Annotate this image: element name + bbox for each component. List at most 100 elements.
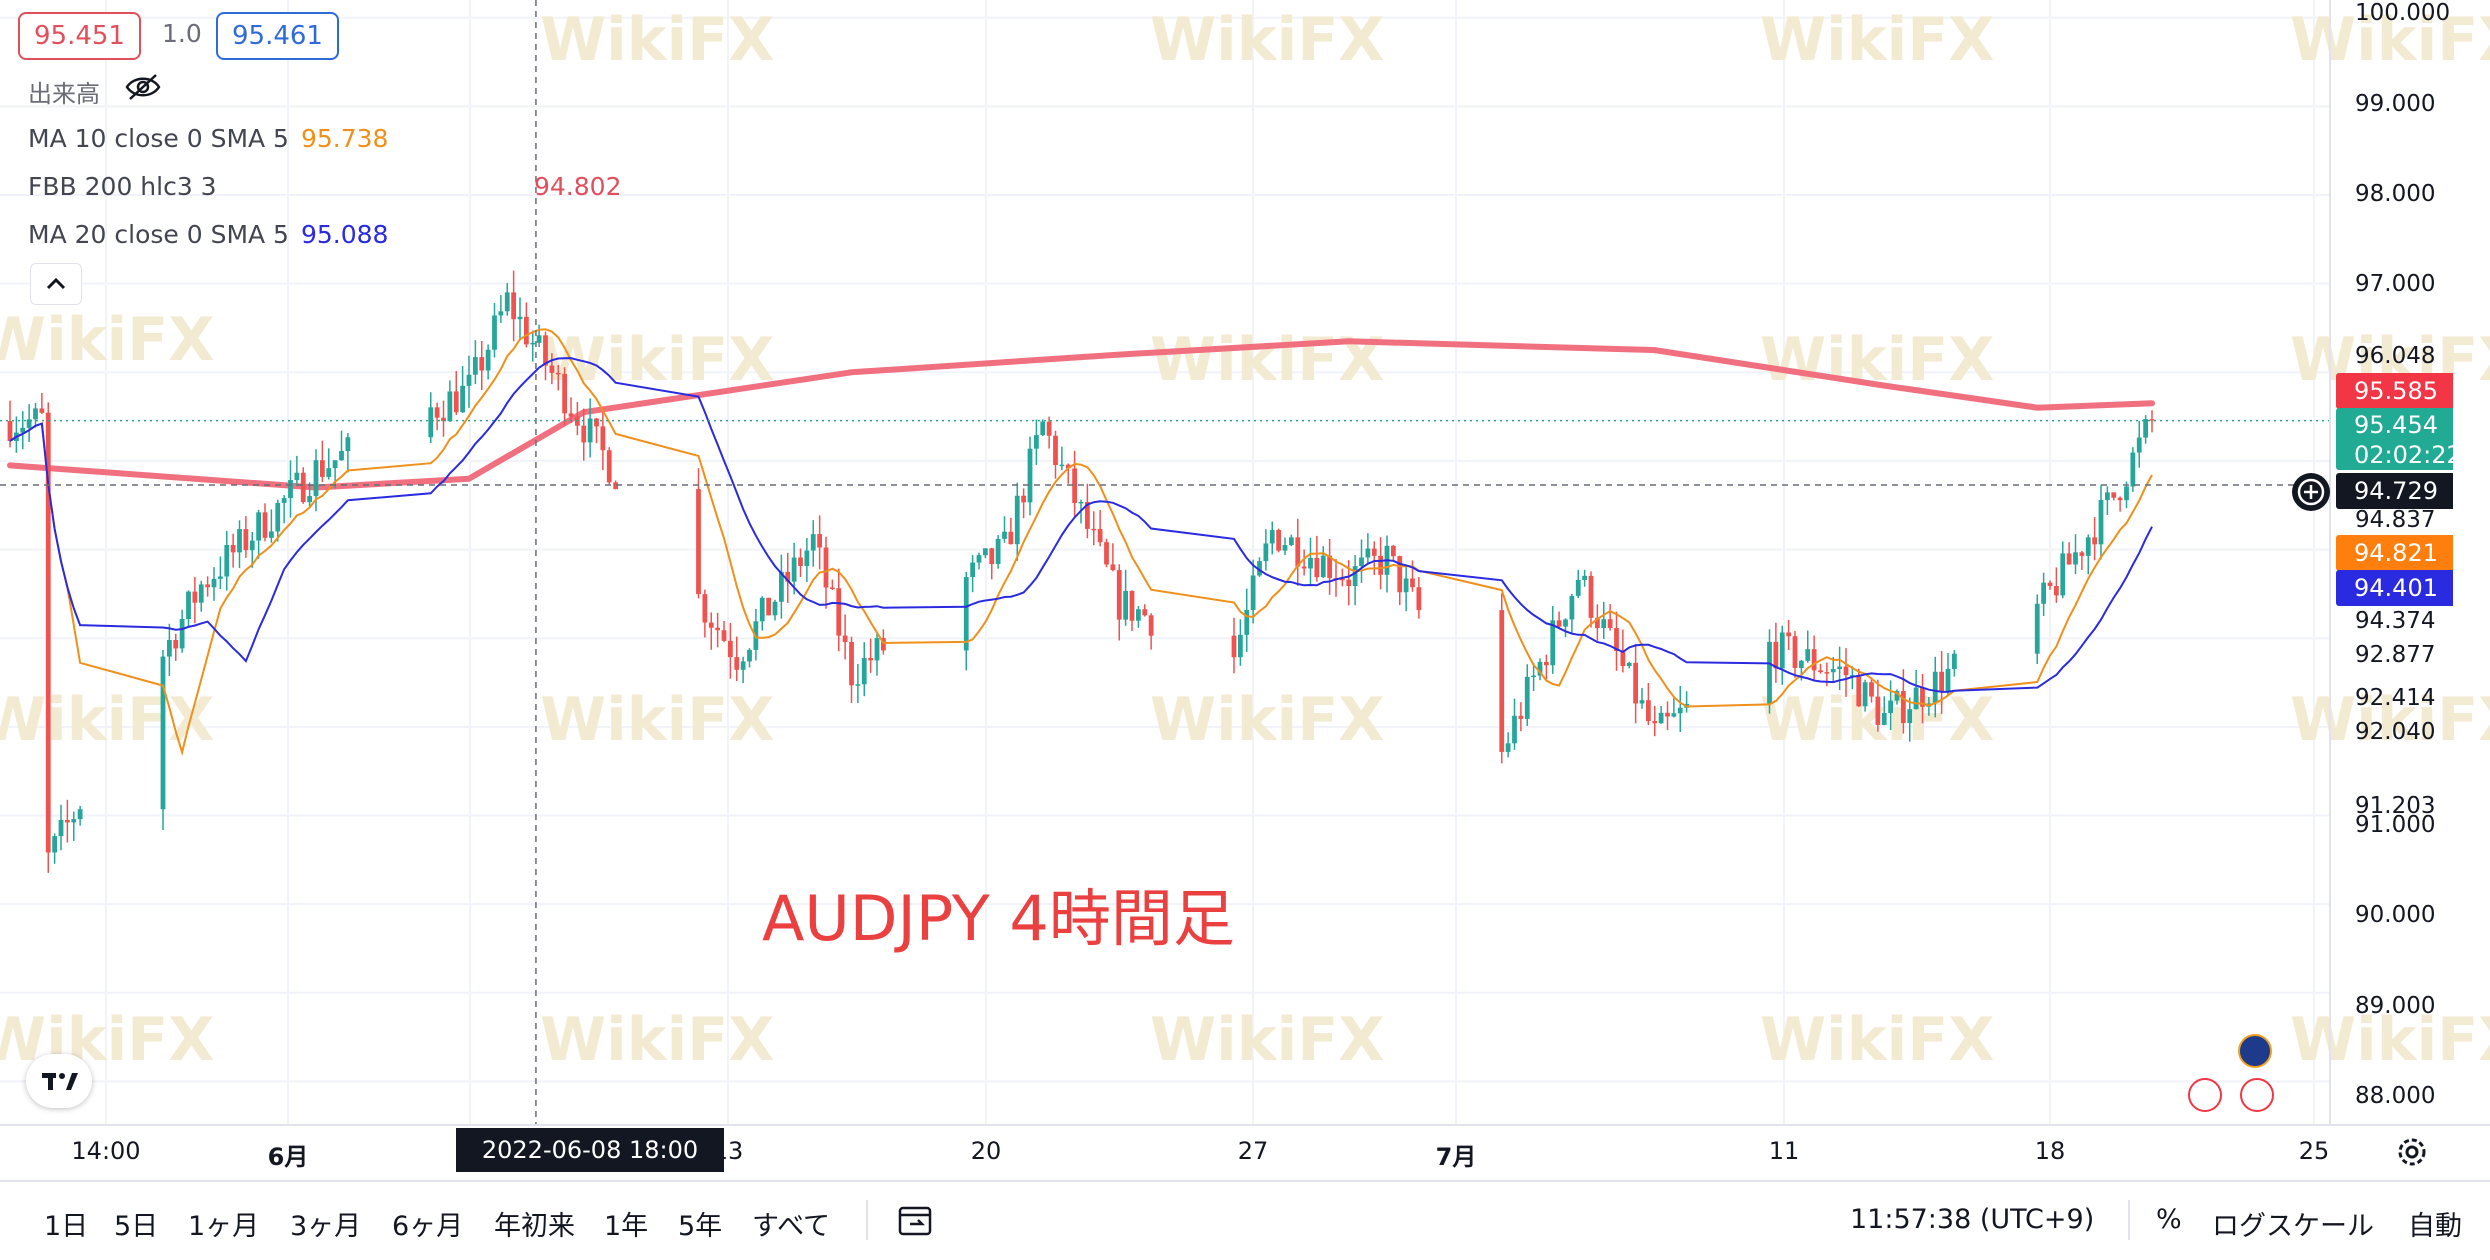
candle-body [1371, 548, 1377, 556]
clock-time[interactable]: 11:57:38 (UTC+9) [1850, 1204, 2095, 1235]
legend-ma10[interactable]: MA 10 close 0 SMA 5 95.738 [28, 124, 388, 153]
candle-body [747, 649, 752, 662]
candle-body [555, 372, 561, 375]
candle-body [281, 498, 287, 503]
y-tick: 96.048 [2355, 343, 2436, 369]
timeframe-6m[interactable]: 6ヶ月 [392, 1211, 464, 1242]
add-order-button[interactable] [2292, 473, 2330, 511]
watermark-text: WikiFX [540, 5, 774, 75]
order-quantity[interactable]: 1.0 [162, 19, 202, 48]
candle-body [7, 421, 13, 441]
timeframe-5y[interactable]: 5年 [678, 1211, 723, 1242]
event-marker-icon[interactable] [2188, 1078, 2222, 1112]
auto-scale-toggle[interactable]: 自動 [2408, 1211, 2462, 1242]
candle-body [1110, 564, 1116, 571]
candle-body [1091, 528, 1097, 531]
watermark-text: WikiFX [2290, 5, 2490, 75]
candle-body [1811, 649, 1817, 671]
timeframe-all[interactable]: すべて [752, 1211, 831, 1242]
timeframe-1y[interactable]: 1年 [604, 1211, 649, 1242]
sell-price-box[interactable]: 95.451 [18, 12, 141, 60]
candle-body [1569, 595, 1575, 620]
legend-ma20-value: 95.088 [300, 220, 389, 249]
candle-body [2143, 419, 2149, 438]
eye-hidden-icon[interactable] [124, 72, 162, 102]
moving-average-lines [9, 328, 2153, 757]
candle-body [428, 407, 434, 438]
candle-body [1900, 691, 1906, 724]
timeframe-ytd[interactable]: 年初来 [494, 1211, 575, 1242]
legend-ma20[interactable]: MA 20 close 0 SMA 5 95.088 [28, 220, 388, 249]
candle-body [1295, 537, 1301, 567]
timeframe-5d[interactable]: 5日 [114, 1211, 159, 1242]
event-marker-icon[interactable] [2240, 1078, 2274, 1112]
candle-body [1097, 529, 1103, 543]
watermark-text: WikiFX [1150, 1005, 1384, 1075]
date-range-icon[interactable] [896, 1200, 936, 1240]
watermark-layer: WikiFX WikiFX WikiFX WikiFX WikiFX WikiFX Wiki… [0, 5, 2490, 1075]
timeframe-1m[interactable]: 1ヶ月 [188, 1211, 260, 1242]
candle-body [791, 557, 797, 582]
last-price-badge: 95.454 02:02:22 [2336, 408, 2462, 470]
candle-body [2111, 492, 2117, 498]
candle-body [1620, 650, 1626, 667]
watermark-text: WikiFX [0, 685, 214, 755]
candle-body [1403, 578, 1409, 593]
watermark-text: WikiFX [1150, 325, 1384, 395]
candle-body [466, 374, 472, 386]
buy-price-box[interactable]: 95.461 [216, 12, 339, 60]
candle-body [1040, 421, 1046, 436]
candle-body [549, 365, 555, 373]
candle-body [989, 548, 995, 565]
candle-body [1378, 555, 1384, 575]
x-tick: 18 [2034, 1137, 2066, 1165]
candle-body [45, 412, 51, 853]
gear-icon[interactable] [2390, 1130, 2434, 1174]
fbb-price-badge: 95.585 [2336, 373, 2453, 409]
candle-body [1843, 666, 1849, 676]
candle-body [71, 819, 77, 823]
candle-body [230, 544, 236, 553]
candle-body [613, 482, 619, 490]
candle-body [243, 529, 249, 551]
candle-body [58, 820, 64, 837]
log-scale-toggle[interactable]: ログスケール [2212, 1211, 2374, 1242]
candle-body [1556, 620, 1562, 627]
candle-body [2149, 419, 2155, 421]
candle-body [1021, 495, 1027, 503]
ma20-price-badge: 94.401 [2336, 570, 2453, 606]
timeframe-3m[interactable]: 3ヶ月 [290, 1211, 362, 1242]
candle-body [345, 437, 351, 452]
candle-body [1244, 610, 1250, 635]
candle-body [205, 584, 211, 588]
toolbar-divider [866, 1200, 868, 1240]
candle-body [849, 642, 854, 686]
candle-body [702, 594, 708, 623]
candle-body [606, 450, 612, 483]
candle-body [1129, 590, 1135, 621]
y-tick: 94.837 [2355, 507, 2436, 533]
toolbar-divider [2128, 1200, 2130, 1240]
candle-body [1537, 661, 1543, 676]
ma20-line [9, 357, 2153, 693]
candle-body [173, 639, 179, 649]
candle-body [1301, 566, 1307, 569]
candle-body [1830, 669, 1836, 673]
candle-body [855, 684, 861, 686]
y-tick: 89.000 [2355, 993, 2436, 1019]
candle-body [1913, 687, 1919, 710]
legend-fbb[interactable]: FBB 200 hlc3 3 [28, 172, 217, 201]
australia-flag-icon[interactable] [2238, 1034, 2272, 1068]
percent-toggle[interactable]: % [2156, 1204, 2182, 1235]
candle-body [1951, 653, 1957, 669]
tradingview-logo[interactable] [26, 1054, 92, 1108]
collapse-legend-button[interactable] [30, 263, 82, 305]
timeframe-1d[interactable]: 1日 [44, 1211, 89, 1242]
crosshair-time-label: 2022-06-08 18:00 [456, 1128, 724, 1172]
y-tick: 91.000 [2355, 812, 2436, 838]
candle-body [249, 540, 255, 551]
candle-body [1269, 530, 1275, 544]
y-tick: 98.000 [2355, 181, 2436, 207]
x-tick: 25 [2298, 1137, 2330, 1165]
